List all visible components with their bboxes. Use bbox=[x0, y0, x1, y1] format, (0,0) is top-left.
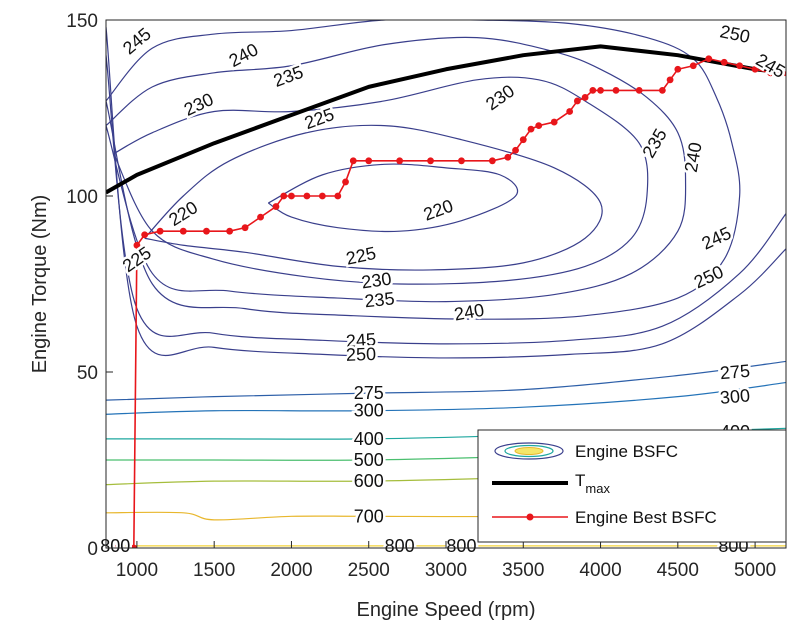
best-bsfc-point-41 bbox=[705, 55, 713, 63]
contour-230 bbox=[113, 76, 649, 285]
best-bsfc-point-21 bbox=[427, 157, 434, 165]
best-bsfc-point-17 bbox=[342, 178, 349, 186]
best-bsfc-point-22 bbox=[458, 157, 465, 165]
series-layer bbox=[106, 44, 786, 548]
best-bsfc-point-25 bbox=[512, 146, 519, 154]
contour-label-500: 500 bbox=[354, 450, 384, 470]
contour-label-800: 800 bbox=[446, 536, 476, 556]
best-bsfc-point-10 bbox=[257, 213, 264, 221]
y-axis-label: Engine Torque (Nm) bbox=[29, 195, 51, 374]
x-axis-ticks: 1000 1500 2000 2500 3000 3500 4000 4500 5000 bbox=[116, 541, 776, 581]
legend-marker-best-bsfc bbox=[526, 513, 534, 521]
series-tmax-line bbox=[106, 44, 786, 195]
legend: Engine BSFC Tmax Engine Best BSFC bbox=[477, 429, 787, 543]
best-bsfc-point-8 bbox=[226, 227, 234, 235]
best-bsfc-point-3 bbox=[133, 241, 141, 249]
best-bsfc-point-29 bbox=[550, 118, 558, 126]
contour-label-275: 275 bbox=[354, 383, 384, 403]
contour-300 bbox=[106, 381, 786, 415]
legend-contour-icon bbox=[494, 442, 564, 460]
contour-label-800: 800 bbox=[100, 536, 130, 556]
best-bsfc-point-34 bbox=[597, 87, 604, 94]
y-tick-label-100: 100 bbox=[66, 187, 98, 208]
x-tick-label-5000: 5000 bbox=[734, 560, 776, 581]
best-bsfc-point-39 bbox=[674, 65, 682, 73]
x-tick-label-4500: 4500 bbox=[657, 560, 699, 581]
best-bsfc-point-12 bbox=[280, 192, 288, 200]
best-bsfc-point-11 bbox=[272, 203, 280, 210]
best-bsfc-point-24 bbox=[504, 153, 512, 161]
best-bsfc-point-18 bbox=[349, 157, 357, 165]
best-bsfc-point-33 bbox=[589, 87, 597, 94]
best-bsfc-point-27 bbox=[527, 125, 535, 133]
best-bsfc-point-37 bbox=[658, 87, 666, 94]
best-bsfc-point-32 bbox=[581, 94, 589, 101]
best-bsfc-point-40 bbox=[689, 62, 697, 70]
best-bsfc-point-43 bbox=[736, 62, 744, 70]
y-tick-label-150: 150 bbox=[66, 11, 98, 32]
contour-label-400: 400 bbox=[354, 429, 384, 449]
best-bsfc-point-26 bbox=[519, 136, 527, 144]
best-bsfc-point-30 bbox=[566, 108, 574, 115]
best-bsfc-point-20 bbox=[396, 157, 404, 165]
contour-label-800: 800 bbox=[385, 536, 415, 556]
legend-label-tmax-main: T bbox=[575, 471, 585, 490]
contour-label-275: 275 bbox=[719, 361, 751, 384]
legend-label-best-bsfc: Engine Best BSFC bbox=[575, 508, 717, 527]
best-bsfc-point-36 bbox=[635, 87, 643, 94]
contour-label-300: 300 bbox=[719, 385, 751, 408]
contour-275 bbox=[106, 360, 786, 401]
contour-235 bbox=[106, 36, 687, 303]
contour-label-300: 300 bbox=[354, 401, 384, 421]
best-bsfc-point-0 bbox=[110, 544, 118, 548]
y-tick-label-50: 50 bbox=[77, 363, 98, 384]
contour-label-600: 600 bbox=[354, 471, 384, 491]
contour-250 bbox=[106, 26, 786, 359]
best-bsfc-point-38 bbox=[666, 76, 674, 84]
x-tick-label-3000: 3000 bbox=[425, 560, 467, 581]
x-tick-label-3500: 3500 bbox=[502, 560, 544, 581]
contour-240 bbox=[106, 20, 741, 320]
best-bsfc-point-5 bbox=[156, 227, 164, 235]
contour-label-250: 250 bbox=[346, 344, 377, 365]
best-bsfc-point-14 bbox=[303, 192, 311, 200]
best-bsfc-point-7 bbox=[203, 227, 210, 235]
best-bsfc-point-15 bbox=[318, 192, 326, 200]
best-bsfc-point-6 bbox=[179, 227, 187, 235]
legend-label-bsfc: Engine BSFC bbox=[575, 442, 678, 461]
x-tick-label-2500: 2500 bbox=[348, 560, 390, 581]
best-bsfc-point-35 bbox=[612, 87, 620, 94]
best-bsfc-point-2 bbox=[130, 544, 138, 548]
contour-label-700: 700 bbox=[354, 506, 384, 526]
best-bsfc-point-45 bbox=[767, 69, 774, 77]
best-bsfc-point-4 bbox=[141, 231, 149, 239]
best-bsfc-point-44 bbox=[751, 65, 759, 73]
best-bsfc-point-9 bbox=[241, 224, 249, 232]
contour-label-245: 245 bbox=[345, 329, 376, 351]
best-bsfc-point-13 bbox=[288, 192, 295, 200]
best-bsfc-point-42 bbox=[720, 58, 728, 66]
best-bsfc-point-23 bbox=[488, 157, 496, 165]
x-axis-label: Engine Speed (rpm) bbox=[357, 599, 536, 621]
best-bsfc-point-28 bbox=[535, 122, 543, 129]
x-tick-label-1500: 1500 bbox=[193, 560, 235, 581]
contour-220 bbox=[267, 163, 519, 233]
y-axis-ticks: 0 50 100 150 bbox=[66, 11, 113, 560]
best-bsfc-point-16 bbox=[334, 192, 342, 200]
best-bsfc-point-31 bbox=[573, 97, 581, 105]
x-tick-label-2000: 2000 bbox=[270, 560, 312, 581]
best-bsfc-point-46 bbox=[782, 69, 786, 77]
legend-label-tmax: Tmax bbox=[575, 471, 610, 496]
x-tick-label-4000: 4000 bbox=[579, 560, 621, 581]
best-bsfc-point-19 bbox=[365, 157, 373, 165]
contour-label-235: 235 bbox=[364, 288, 396, 311]
legend-label-tmax-sub: max bbox=[585, 481, 610, 496]
contour-225 bbox=[144, 124, 603, 271]
x-tick-label-1000: 1000 bbox=[116, 560, 158, 581]
y-tick-label-0: 0 bbox=[87, 539, 98, 560]
